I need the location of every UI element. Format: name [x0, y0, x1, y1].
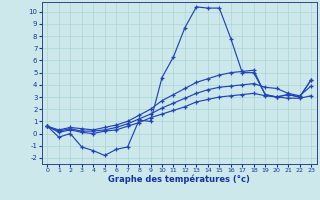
X-axis label: Graphe des températures (°c): Graphe des températures (°c) — [108, 175, 250, 184]
